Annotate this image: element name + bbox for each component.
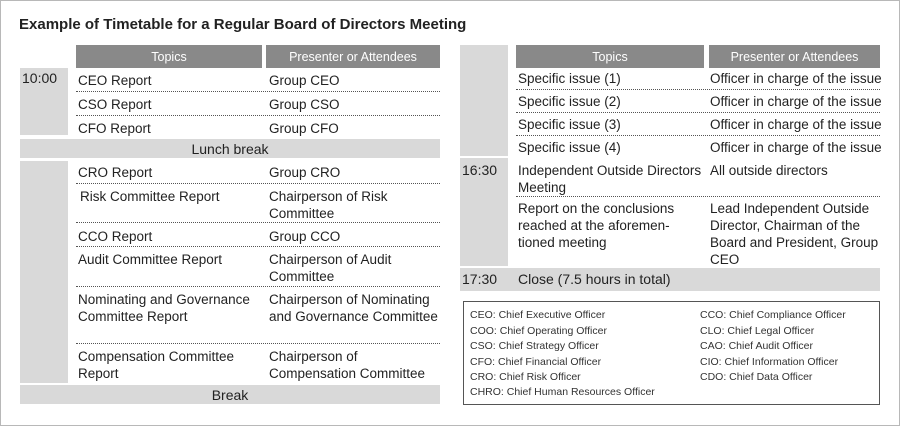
- presenter-group-cro: Group CRO: [269, 165, 341, 180]
- topic-compensation-committee-report: Compensation Committee Report: [78, 349, 235, 381]
- topic-specific-issue-3: Specific issue (3): [518, 117, 621, 132]
- topic-cfo-report: CFO Report: [78, 121, 151, 136]
- right-topics-header: Topics: [516, 45, 704, 68]
- abbreviation-legend: CEO: Chief Executive Officer COO: Chief …: [463, 301, 880, 405]
- row-divider: [516, 196, 880, 197]
- row-divider: [76, 286, 440, 287]
- row-divider: [76, 222, 440, 223]
- legend-item: CIO: Chief Information Officer: [700, 356, 839, 368]
- presenter-officer-issue-3: Officer in charge of the issue: [710, 117, 882, 132]
- row-divider: [516, 89, 880, 90]
- topic-specific-issue-4: Specific issue (4): [518, 140, 621, 155]
- topic-cco-report: CCO Report: [78, 229, 153, 244]
- presenter-all-outside-directors: All outside directors: [710, 163, 828, 178]
- time-label-1000: 10:00: [22, 70, 58, 86]
- topic-cro-report: CRO Report: [78, 165, 153, 180]
- legend-item: CFO: Chief Financial Officer: [470, 356, 602, 368]
- topic-risk-committee-report: Risk Committee Report: [80, 189, 220, 204]
- presenter-officer-issue-1: Officer in charge of the issue: [710, 71, 882, 86]
- presenter-chair-risk: Chairperson of Risk Committee: [269, 189, 388, 221]
- right-time-column-2: [460, 158, 508, 266]
- row-divider: [516, 135, 880, 136]
- close-band: 17:30 Close (7.5 hours in total): [460, 268, 880, 291]
- left-presenter-header: Presenter or Attendees: [266, 45, 440, 68]
- topic-independent-outside-directors-meeting: Independent Outside Directors Meeting: [518, 163, 702, 195]
- left-topics-header: Topics: [76, 45, 262, 68]
- legend-item: CSO: Chief Strategy Officer: [470, 340, 599, 352]
- topic-specific-issue-1: Specific issue (1): [518, 71, 621, 86]
- topic-specific-issue-2: Specific issue (2): [518, 94, 621, 109]
- presenter-group-cso: Group CSO: [269, 97, 340, 112]
- row-divider: [76, 343, 440, 344]
- time-label-1630: 16:30: [462, 162, 498, 178]
- left-time-column-1: [20, 68, 68, 135]
- presenter-group-cfo: Group CFO: [269, 121, 339, 136]
- page-title: Example of Timetable for a Regular Board…: [19, 16, 467, 33]
- topic-nominating-governance-report: Nominating and Governance Committee Repo…: [78, 292, 250, 324]
- time-label-1730: 17:30: [462, 271, 498, 287]
- presenter-officer-issue-2: Officer in charge of the issue: [710, 94, 882, 109]
- legend-item: CDO: Chief Data Officer: [700, 371, 813, 383]
- legend-item: CLO: Chief Legal Officer: [700, 325, 815, 337]
- presenter-chair-nominating: Chairperson of Nominating and Governance…: [269, 292, 438, 324]
- legend-item: CHRO: Chief Human Resources Officer: [470, 386, 655, 398]
- legend-item: CCO: Chief Compliance Officer: [700, 309, 846, 321]
- left-time-column-2: [20, 161, 68, 383]
- row-divider: [76, 183, 440, 184]
- right-time-column-1: [460, 45, 508, 156]
- legend-item: CEO: Chief Executive Officer: [470, 309, 606, 321]
- row-divider: [76, 91, 440, 92]
- legend-item: COO: Chief Operating Officer: [470, 325, 607, 337]
- legend-item: CAO: Chief Audit Officer: [700, 340, 814, 352]
- legend-item: CRO: Chief Risk Officer: [470, 371, 581, 383]
- topic-report-on-conclusions: Report on the conclusions reached at the…: [518, 201, 675, 250]
- presenter-lead-independent-director: Lead Independent Outside Director, Chair…: [710, 201, 879, 267]
- presenter-group-ceo: Group CEO: [269, 73, 340, 88]
- row-divider: [76, 115, 440, 116]
- close-label: Close (7.5 hours in total): [518, 271, 671, 287]
- presenter-chair-compensation: Chairperson of Compensation Committee: [269, 349, 426, 381]
- lunch-break-band: Lunch break: [20, 139, 440, 158]
- row-divider: [76, 246, 440, 247]
- break-band: Break: [20, 385, 440, 404]
- right-presenter-header: Presenter or Attendees: [709, 45, 880, 68]
- row-divider: [516, 112, 880, 113]
- topic-cso-report: CSO Report: [78, 97, 152, 112]
- presenter-group-cco: Group CCO: [269, 229, 341, 244]
- topic-audit-committee-report: Audit Committee Report: [78, 252, 223, 267]
- presenter-officer-issue-4: Officer in charge of the issue: [710, 140, 882, 155]
- topic-ceo-report: CEO Report: [78, 73, 152, 88]
- presenter-chair-audit: Chairperson of Audit Committee: [269, 252, 392, 284]
